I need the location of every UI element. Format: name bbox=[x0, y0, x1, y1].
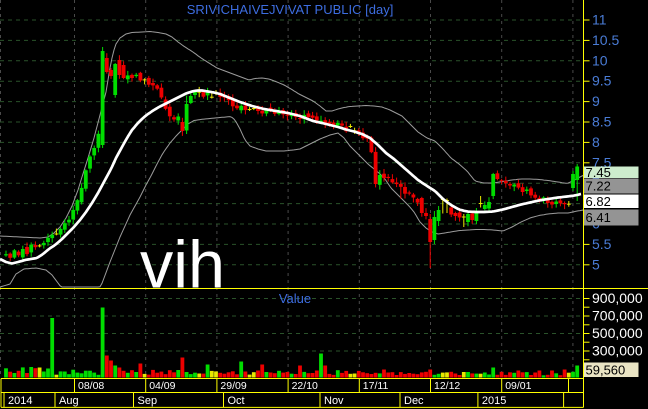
svg-text:Value: Value bbox=[279, 291, 311, 306]
svg-text:29/09: 29/09 bbox=[220, 380, 246, 392]
svg-text:SRIVICHAIVEJVIVAT PUBLIC [day]: SRIVICHAIVEJVIVAT PUBLIC [day] bbox=[187, 2, 394, 17]
svg-text:700,000: 700,000 bbox=[592, 308, 643, 324]
svg-text:9.5: 9.5 bbox=[592, 73, 612, 89]
svg-text:08/08: 08/08 bbox=[78, 380, 104, 392]
svg-text:09/01: 09/01 bbox=[505, 380, 531, 392]
svg-text:vih: vih bbox=[140, 229, 225, 303]
svg-text:Nov: Nov bbox=[324, 395, 344, 407]
svg-text:17/11: 17/11 bbox=[363, 380, 389, 392]
svg-text:Sep: Sep bbox=[138, 395, 158, 407]
svg-text:6.41: 6.41 bbox=[586, 210, 611, 225]
svg-text:04/09: 04/09 bbox=[149, 380, 175, 392]
svg-text:10: 10 bbox=[592, 52, 608, 68]
svg-text:2015: 2015 bbox=[482, 395, 506, 407]
svg-text:7.45: 7.45 bbox=[586, 165, 611, 180]
svg-text:22/10: 22/10 bbox=[292, 380, 318, 392]
svg-text:500,000: 500,000 bbox=[592, 325, 643, 341]
svg-text:9: 9 bbox=[592, 93, 600, 109]
svg-text:8.5: 8.5 bbox=[592, 114, 612, 130]
svg-text:12/12: 12/12 bbox=[434, 380, 460, 392]
svg-text:5.5: 5.5 bbox=[592, 236, 612, 252]
svg-text:8: 8 bbox=[592, 134, 600, 150]
svg-text:Aug: Aug bbox=[59, 395, 79, 407]
svg-text:900,000: 900,000 bbox=[592, 290, 643, 306]
svg-text:59,560: 59,560 bbox=[586, 362, 626, 377]
svg-text:2014: 2014 bbox=[8, 395, 32, 407]
svg-text:Dec: Dec bbox=[404, 395, 424, 407]
svg-text:7.22: 7.22 bbox=[586, 179, 611, 194]
svg-text:10.5: 10.5 bbox=[592, 32, 619, 48]
svg-text:6.82: 6.82 bbox=[586, 194, 611, 209]
svg-text:11: 11 bbox=[592, 12, 607, 28]
svg-text:7.5: 7.5 bbox=[592, 154, 612, 170]
svg-text:300,000: 300,000 bbox=[592, 343, 643, 359]
svg-text:Oct: Oct bbox=[228, 395, 245, 407]
svg-text:5: 5 bbox=[592, 256, 600, 272]
